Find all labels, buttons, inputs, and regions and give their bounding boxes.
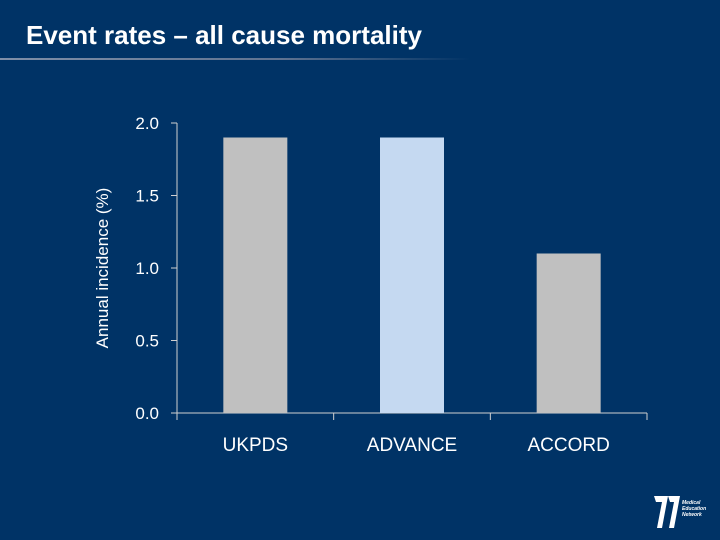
title-underline: [0, 58, 470, 60]
x-tick-label: UKPDS: [223, 435, 288, 456]
plot-area: 0.0 0.5 1.0 1.5 2.0 UKPDS ADVANCE ACCORD: [135, 114, 648, 456]
y-tick-label: 0.0: [135, 404, 159, 423]
x-tick-label: ADVANCE: [367, 435, 457, 456]
y-tick-label: 1.0: [135, 259, 159, 278]
logo-line: Network: [682, 512, 702, 518]
slide-title: Event rates – all cause mortality: [26, 20, 422, 50]
bar-advance: [380, 137, 444, 413]
y-tick-label: 0.5: [135, 332, 159, 351]
y-tick-label: 1.5: [135, 187, 159, 206]
y-axis-label: Annual incidence (%): [93, 188, 112, 349]
bar-ukpds: [223, 137, 288, 413]
y-tick-label: 2.0: [135, 114, 159, 133]
medical-education-network-logo-icon: [654, 496, 680, 528]
logo-wordmark: Medical Education Network: [682, 500, 706, 518]
x-tick-label: ACCORD: [527, 435, 609, 456]
bar-accord: [536, 253, 601, 413]
logo-line: Education: [682, 506, 707, 512]
logo-line: Medical: [682, 500, 701, 506]
